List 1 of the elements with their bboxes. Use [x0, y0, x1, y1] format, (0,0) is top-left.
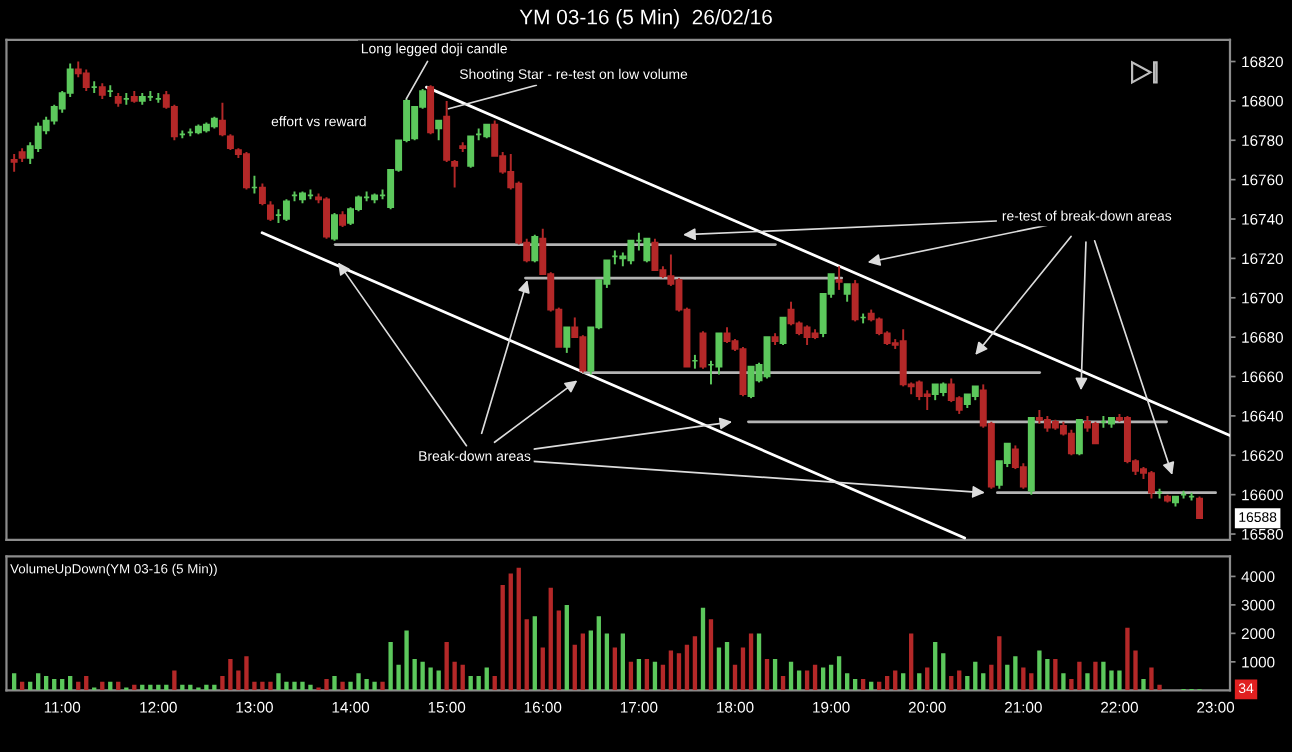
chart-title: YM 03-16 (5 Min) 26/02/16 [519, 9, 772, 29]
